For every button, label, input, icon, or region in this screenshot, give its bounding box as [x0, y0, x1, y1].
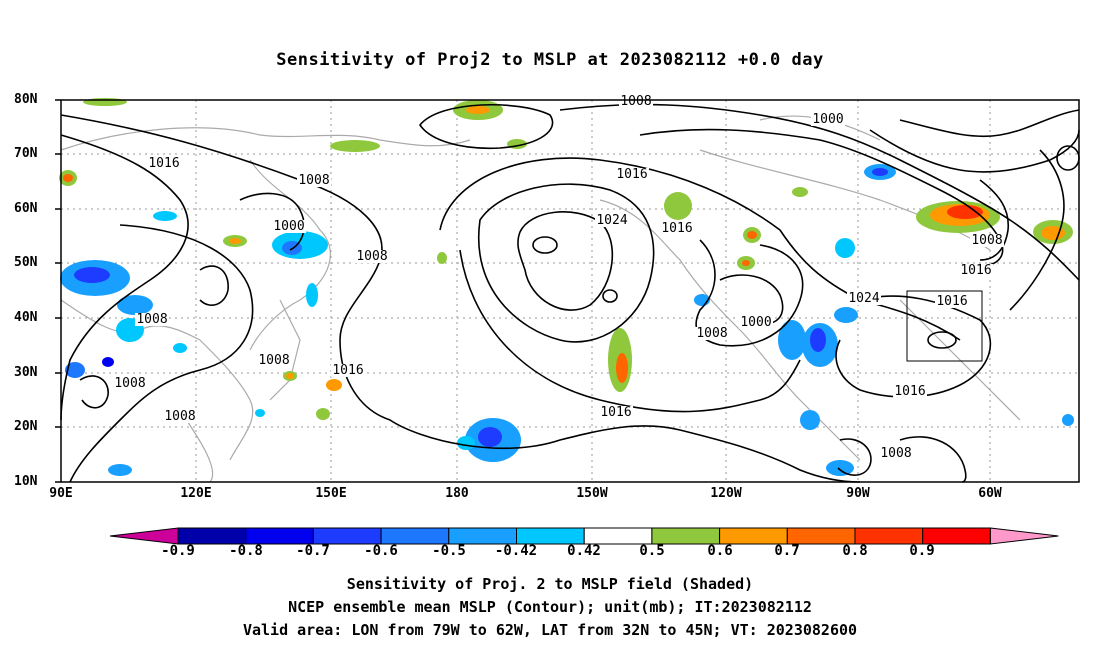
contour-label: 1016 — [616, 167, 647, 182]
contour-label-bg — [695, 327, 729, 340]
contour-labels: 1008 1000 1016 1008 1000 1008 1024 1016 1016 1008… — [113, 94, 1004, 461]
contour-label-bg — [660, 222, 694, 235]
colorbar-box — [448, 527, 517, 545]
contour-label-bg — [272, 220, 306, 233]
contour-label-bg — [257, 354, 291, 367]
contour-label-bg — [935, 295, 969, 308]
contour-label: 1016 — [960, 263, 991, 278]
colorbar-label: -0.9 — [161, 543, 195, 559]
contour-label-bg — [970, 234, 1004, 247]
colorbar-label: 0.7 — [774, 543, 800, 559]
contour-label: 1008 — [971, 233, 1002, 248]
valid-area-box — [906, 290, 983, 362]
contour-label: 1008 — [258, 353, 289, 368]
colorbar-label: 0.6 — [707, 543, 733, 559]
colorbar-box — [786, 527, 856, 545]
lon-label: 150W — [576, 486, 608, 501]
colorbar-box — [922, 527, 991, 545]
contour-label-bg — [847, 292, 881, 305]
contour-label-bg — [619, 95, 653, 108]
contour-label: 1008 — [880, 446, 911, 461]
lat-label: 40N — [14, 310, 38, 325]
colorbar-label: 0.9 — [909, 543, 935, 559]
contour-label: 1000 — [812, 112, 843, 127]
colorbar-box — [312, 527, 382, 545]
lon-label: 60W — [978, 486, 1002, 501]
contour-label-bg — [135, 313, 169, 326]
contour-label-bg — [811, 113, 845, 126]
map-frame — [60, 99, 1080, 483]
colorbar-box — [516, 527, 585, 545]
contour-label-bg — [959, 264, 993, 277]
colorbar-arrow-right — [989, 527, 1059, 545]
colorbar-box — [854, 527, 924, 545]
colorbar-label: -0.5 — [432, 543, 466, 559]
sensitivity-shading — [59, 98, 1074, 476]
contour-label: 1016 — [600, 405, 631, 420]
contour-label: 1008 — [164, 409, 195, 424]
contour-label: 1016 — [894, 384, 925, 399]
contour-label-bg — [297, 174, 331, 187]
contour-label: 1016 — [332, 363, 363, 378]
contour-label: 1008 — [114, 376, 145, 391]
colorbar-label: -0.42 — [494, 543, 538, 559]
contour-label: 1016 — [661, 221, 692, 236]
lon-label: 120W — [710, 486, 742, 501]
contour-label: 1008 — [620, 94, 651, 109]
contour-label: 1000 — [273, 219, 304, 234]
lat-label: 10N — [14, 474, 38, 489]
lat-label: 50N — [14, 255, 38, 270]
lat-label: 80N — [14, 92, 38, 107]
contour-label-bg — [113, 377, 147, 390]
contour-label-bg — [163, 410, 197, 423]
contour-label-bg — [893, 385, 927, 398]
lon-label: 180 — [445, 486, 469, 501]
contour-label: 1016 — [936, 294, 967, 309]
contour-label-bg — [615, 168, 649, 181]
footer-line-1: Sensitivity of Proj. 2 to MSLP field (Sh… — [346, 575, 754, 593]
colorbar-box — [380, 527, 450, 545]
colorbar-box — [245, 527, 314, 545]
colorbar-box — [651, 527, 721, 545]
colorbar-box — [583, 527, 653, 545]
contour-label: 1008 — [298, 173, 329, 188]
footer-line-3: Valid area: LON from 79W to 62W, LAT fro… — [242, 621, 858, 639]
axis-ticks — [55, 99, 61, 483]
colorbar-label: -0.8 — [229, 543, 263, 559]
colorbar-label: 0.5 — [639, 543, 665, 559]
contour-label-bg — [879, 447, 913, 460]
contour-label: 1016 — [148, 156, 179, 171]
colorbar-label: -0.7 — [296, 543, 330, 559]
colorbar-label: 0.42 — [567, 543, 601, 559]
lat-label: 70N — [14, 146, 38, 161]
contour-label-bg — [147, 157, 181, 170]
contour-label-bg — [599, 406, 633, 419]
colorbar-label: 0.8 — [842, 543, 868, 559]
contour-label: 1024 — [848, 291, 879, 306]
lon-label: 150E — [315, 486, 347, 501]
footer-line-2: NCEP ensemble mean MSLP (Contour); unit(… — [288, 598, 812, 616]
contour-label: 1024 — [596, 213, 627, 228]
lon-label: 90E — [49, 486, 73, 501]
lon-label: 90W — [846, 486, 870, 501]
colorbar-label: -0.6 — [364, 543, 398, 559]
lat-label: 20N — [14, 419, 38, 434]
contour-label: 1008 — [356, 249, 387, 264]
contour-label-bg — [355, 250, 389, 263]
contour-label-bg — [595, 214, 629, 227]
colorbar-box — [719, 527, 788, 545]
contour-label-bg — [331, 364, 365, 377]
contour-label-bg — [739, 316, 773, 329]
colorbar-arrow-left — [109, 527, 179, 545]
contour-label: 1008 — [696, 326, 727, 341]
contour-label: 1008 — [136, 312, 167, 327]
lon-label: 120E — [180, 486, 212, 501]
contour-label: 1000 — [740, 315, 771, 330]
lat-label: 30N — [14, 365, 38, 380]
colorbar-box — [177, 527, 247, 545]
lat-label: 60N — [14, 201, 38, 216]
chart-title: Sensitivity of Proj2 to MSLP at 20230821… — [276, 50, 824, 70]
